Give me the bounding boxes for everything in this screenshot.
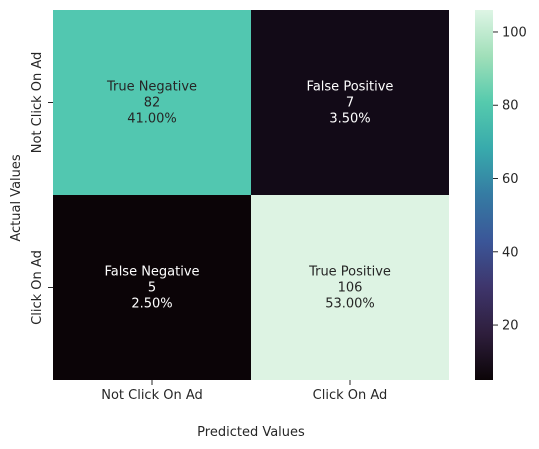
colorbar-tick-label: 40 xyxy=(502,245,519,260)
y-axis-label: Actual Values xyxy=(9,154,24,242)
colorbar-tick-label: 20 xyxy=(502,319,519,334)
heatmap-cell xyxy=(251,195,449,380)
y-tick-label: Not Click On Ad xyxy=(30,52,45,154)
cell-value-text: 7 xyxy=(346,96,354,111)
cell-percent-text: 41.00% xyxy=(127,112,177,127)
cell-label-text: False Positive xyxy=(307,80,394,95)
colorbar-tick-label: 60 xyxy=(502,172,519,187)
x-tick-label: Click On Ad xyxy=(313,388,388,403)
cell-percent-text: 53.00% xyxy=(325,297,375,312)
cell-label-text: True Negative xyxy=(106,80,197,95)
cell-value-text: 5 xyxy=(148,281,156,296)
cell-value-text: 82 xyxy=(144,96,161,111)
colorbar xyxy=(475,10,493,380)
cell-percent-text: 3.50% xyxy=(329,112,370,127)
heatmap-cells xyxy=(53,10,449,380)
colorbar-tick-label: 80 xyxy=(502,99,519,114)
y-tick-label: Click On Ad xyxy=(30,250,45,325)
cell-label-text: True Positive xyxy=(308,265,391,280)
heatmap-cell xyxy=(53,10,251,195)
x-axis-ticks: Not Click On Ad Click On Ad xyxy=(101,380,387,403)
x-tick-label: Not Click On Ad xyxy=(101,388,203,403)
cell-percent-text: 2.50% xyxy=(131,297,172,312)
heatmap-cell xyxy=(251,10,449,195)
colorbar-ticks: 20 40 60 80 100 xyxy=(493,25,527,334)
cell-value-text: 106 xyxy=(338,281,363,296)
heatmap-cell xyxy=(53,195,251,380)
y-axis-ticks: Not Click On Ad Click On Ad xyxy=(30,52,53,325)
x-axis-label: Predicted Values xyxy=(197,425,305,440)
colorbar-tick-label: 100 xyxy=(502,25,527,40)
cell-label-text: False Negative xyxy=(104,265,199,280)
